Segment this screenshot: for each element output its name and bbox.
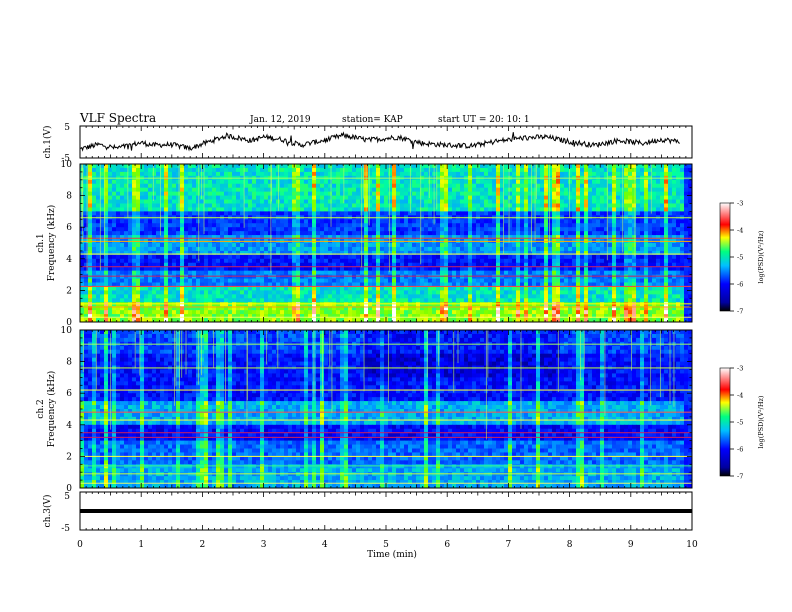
ch1-colorbar: -3 -4 -5 -6 -7 log(PSD)(V²/Hz) [719,200,765,316]
ch1-waveform-line [80,131,680,152]
x-tick-label: 3 [261,540,267,550]
x-tick-label: 10 [686,540,698,550]
ch3-ytick-bottom: -5 [61,524,70,534]
ch2-frequency-label: Frequency (kHz) [46,371,57,448]
ch1-spectrogram-image [80,164,692,322]
ch2-spectrogram-panel: 0 2 4 6 8 10 ch.2 Frequency (kHz) [36,326,693,494]
ch3-waveform-ylabel: ch.3(V) [42,495,53,528]
ch3-waveform-line [80,509,692,513]
ch1-waveform-ylabel: ch.1(V) [42,126,53,159]
colorbar-tick-label: -6 [737,446,743,454]
x-tick-label: 0 [77,540,83,550]
spectrogram-ytick-label: 0 [66,318,72,328]
colorbar-tick-label: -4 [737,392,743,400]
ch2-spectrogram-image [80,330,692,488]
x-tick-label: 4 [322,540,328,550]
spectrogram-ytick-label: 6 [66,223,72,233]
ch3-ytick-top: 5 [64,492,70,502]
spectrogram-ytick-label: 2 [66,452,72,462]
ch2-colorbar: -3 -4 -5 -6 -7 log(PSD)(V²/Hz) [719,365,765,481]
x-tick-label: 8 [567,540,573,550]
colorbar-tick-label: -7 [737,308,743,316]
x-tick-label: 5 [383,540,389,550]
x-tick-label: 9 [628,540,634,550]
colorbar-tick-label: -4 [737,227,743,235]
colorbar-tick-label: -3 [737,200,743,208]
ch1-colorbar-gradient [719,202,731,312]
spectrogram-ytick-label: 4 [66,255,72,265]
colorbar-tick-label: -5 [737,254,743,262]
ch3-waveform-panel: 5 -5 ch.3(V) [42,491,693,534]
colorbar-tick-label: -6 [737,281,743,289]
x-tick-label: 2 [200,540,206,550]
spectrogram-ytick-label: 8 [66,358,72,368]
ch2-colorbar-label: log(PSD)(V²/Hz) [757,395,765,448]
spectrogram-ytick-label: 4 [66,421,72,431]
ch2-colorbar-gradient [719,367,731,477]
x-axis-tick-labels: 0 1 2 3 4 5 6 7 8 9 10 [77,540,698,550]
x-tick-label: 6 [444,540,450,550]
ch1-colorbar-label: log(PSD)(V²/Hz) [757,230,765,283]
date-label: Jan. 12, 2019 [249,115,311,125]
spectrogram-ytick-label: 2 [66,286,72,296]
ch1-ytick-bottom: -5 [61,154,70,164]
colorbar-tick-label: -3 [737,365,743,373]
ch1-ytick-top: 5 [64,123,70,133]
x-axis-label: Time (min) [367,549,417,560]
x-tick-label: 1 [138,540,144,550]
spectrogram-ytick-label: 8 [66,192,72,202]
x-tick-label: 7 [506,540,512,550]
figure-title: VLF Spectra [79,111,156,125]
ch1-frequency-label: Frequency (kHz) [46,205,57,282]
station-label: station= KAP [342,115,403,125]
spectrogram-ytick-label: 0 [66,484,72,494]
spectrogram-ytick-label: 10 [61,160,73,170]
start-time-label: start UT = 20: 10: 1 [438,115,530,125]
spectrogram-ytick-label: 10 [61,326,73,336]
ch1-spectrogram-panel: 0 2 4 6 8 10 ch.1 Frequency (kHz) [36,160,693,328]
spectrogram-ytick-label: 6 [66,389,72,399]
ch2-spectrogram-ylabel: ch.2 [36,399,46,418]
ch1-spectrogram-ylabel: ch.1 [36,233,46,252]
ch1-waveform-panel: 5 -5 ch.1(V) [42,123,693,164]
colorbar-tick-label: -7 [737,473,743,481]
colorbar-tick-label: -5 [737,419,743,427]
